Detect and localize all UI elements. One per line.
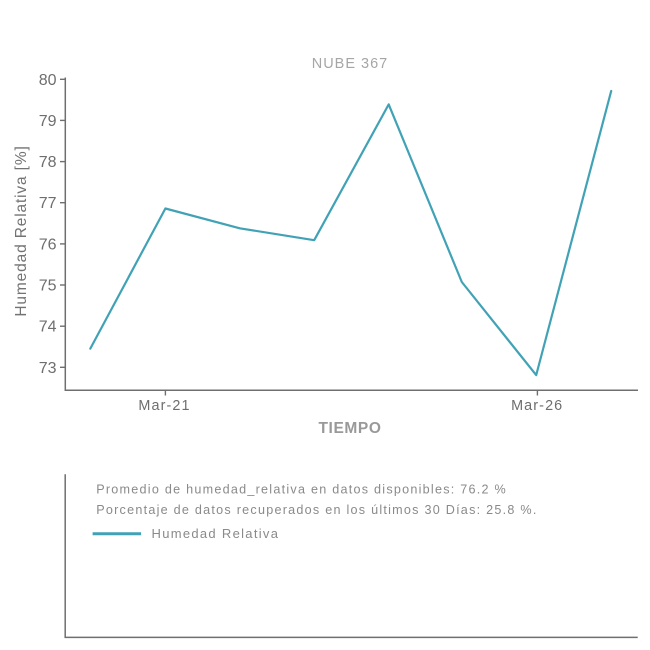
svg-text:76: 76 <box>39 236 57 253</box>
svg-text:75: 75 <box>39 278 57 295</box>
svg-text:Porcentaje de datos recuperado: Porcentaje de datos recuperados en los ú… <box>96 503 537 517</box>
svg-text:Mar-26: Mar-26 <box>511 398 563 414</box>
svg-text:Promedio de humedad_relativa e: Promedio de humedad_relativa en datos di… <box>96 483 507 497</box>
svg-text:Humedad Relativa [%]: Humedad Relativa [%] <box>13 145 30 316</box>
svg-text:77: 77 <box>39 195 57 212</box>
svg-text:74: 74 <box>39 319 57 336</box>
svg-text:TIEMPO: TIEMPO <box>318 420 381 437</box>
svg-text:73: 73 <box>39 360 57 377</box>
svg-text:78: 78 <box>39 154 57 171</box>
svg-text:Mar-21: Mar-21 <box>138 398 190 414</box>
svg-text:NUBE 367: NUBE 367 <box>312 56 389 72</box>
svg-text:79: 79 <box>39 113 57 130</box>
svg-text:Humedad Relativa: Humedad Relativa <box>152 526 280 541</box>
svg-text:80: 80 <box>39 72 57 89</box>
